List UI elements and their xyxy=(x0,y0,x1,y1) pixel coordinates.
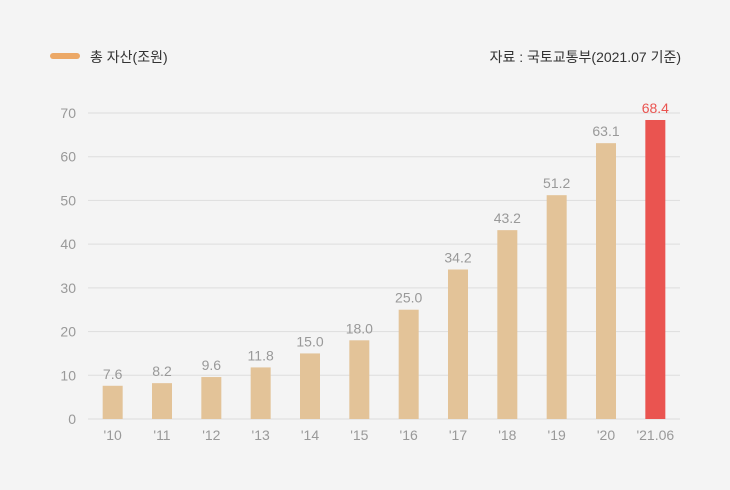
data-label: 7.6 xyxy=(103,366,123,382)
data-label: 51.2 xyxy=(543,175,570,191)
x-tick-label: '14 xyxy=(301,427,319,443)
x-axis-ticks: '10 '11 '12 '13 '14 '15 '16 '17 '18 '19 '20 '21.06 xyxy=(104,427,675,443)
x-tick-label: '13 xyxy=(252,427,270,443)
bar xyxy=(546,195,567,419)
x-tick-label: '11 xyxy=(153,427,170,443)
bars xyxy=(102,119,666,420)
x-tick-label: '19 xyxy=(548,427,566,443)
data-label: 18.0 xyxy=(346,320,373,336)
bar xyxy=(349,340,370,419)
bar xyxy=(596,143,616,420)
y-axis-ticks: 0 10 20 30 40 50 60 70 xyxy=(60,105,76,427)
bar xyxy=(300,353,320,419)
x-tick-label: '12 xyxy=(202,427,220,443)
data-label: 34.2 xyxy=(444,249,471,265)
x-tick-label: '21.06 xyxy=(636,427,674,443)
data-label: 11.8 xyxy=(248,347,274,363)
source-note: 자료 : 국토교통부(2021.07 기준) xyxy=(489,49,681,65)
x-tick-label: '18 xyxy=(498,427,516,443)
y-tick-label: 70 xyxy=(60,105,76,121)
y-tick-label: 20 xyxy=(60,324,76,340)
data-label: 15.0 xyxy=(296,333,323,349)
y-tick-label: 50 xyxy=(60,192,76,208)
data-label: 9.6 xyxy=(202,357,222,373)
x-tick-label: '16 xyxy=(400,427,418,443)
bar-highlight xyxy=(645,119,666,419)
data-label: 43.2 xyxy=(494,210,521,226)
y-tick-label: 10 xyxy=(60,367,76,383)
data-label: 25.0 xyxy=(395,290,422,306)
x-tick-label: '17 xyxy=(449,427,467,443)
bar xyxy=(448,269,468,419)
y-tick-label: 30 xyxy=(60,280,76,296)
data-label: 63.1 xyxy=(592,123,619,139)
bar xyxy=(152,383,172,419)
data-label: 8.2 xyxy=(152,363,172,379)
legend-swatch xyxy=(50,53,80,59)
data-label: 68.4 xyxy=(642,100,669,116)
legend-label: 총 자산(조원) xyxy=(90,49,168,65)
x-tick-label: '20 xyxy=(597,427,615,443)
y-tick-label: 60 xyxy=(60,149,76,165)
bar xyxy=(250,367,271,419)
x-tick-label: '15 xyxy=(350,427,368,443)
y-tick-label: 0 xyxy=(68,411,76,427)
x-tick-label: '10 xyxy=(104,427,122,443)
y-tick-label: 40 xyxy=(60,236,76,252)
bar xyxy=(497,230,518,419)
bar xyxy=(201,377,222,419)
bar xyxy=(102,385,123,419)
data-labels: 7.6 8.2 9.6 11.8 15.0 18.0 25.0 34.2 43.2 51.2 63.… xyxy=(103,100,669,382)
grid-lines xyxy=(88,112,680,420)
bar xyxy=(398,309,419,419)
